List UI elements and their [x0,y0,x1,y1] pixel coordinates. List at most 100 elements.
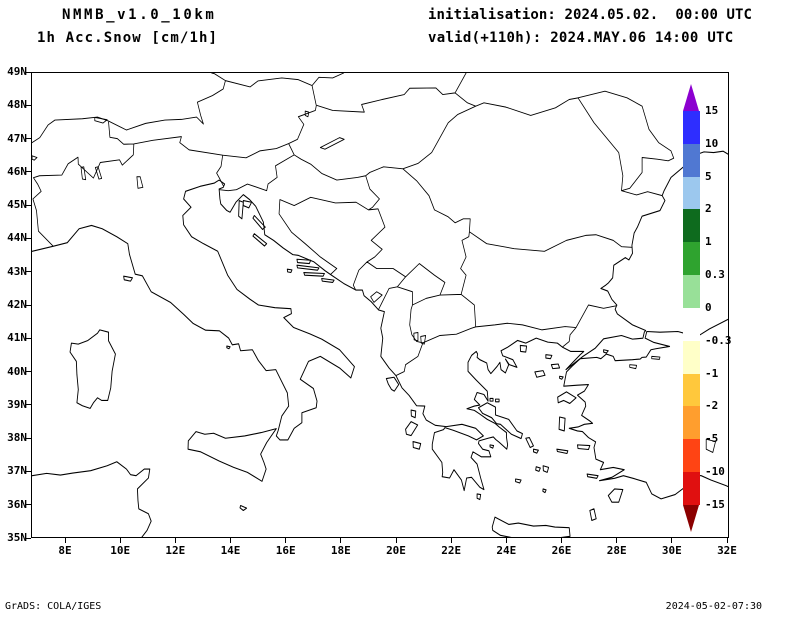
colorbar-segment [683,209,700,243]
lat-tick-label: 39N [7,397,27,411]
colorbar-level-label: 15 [705,104,719,117]
lat-tick-mark [26,171,31,173]
europe-mainland-coastline [32,150,728,492]
lon-tick-label: 20E [386,544,406,557]
coastlines-layer [32,150,728,537]
lat-tick-label: 49N [7,65,27,78]
lat-tick-label: 38N [7,431,27,445]
lon-tick-label: 8E [58,544,72,557]
colorbar-arrow-down [683,504,699,532]
lon-tick-label: 32E [717,544,737,557]
colorbar-level-label: 2 [705,202,712,216]
lon-tick-mark [505,538,507,543]
colorbar-level-label: -5 [705,432,719,446]
lon-tick-mark [616,538,618,543]
lon-tick-label: 22E [441,544,462,557]
map-frame [31,72,729,538]
lon-tick-mark [230,538,231,543]
lat-tick-label: 46N [7,164,27,178]
lat-tick-mark [26,404,31,406]
lon-tick-label: 26E [551,544,572,557]
colorbar-segment [683,143,700,177]
lon-tick-label: 14E [220,544,241,557]
lat-tick-label: 40N [7,364,27,378]
lat-tick-label: 45N [7,198,27,212]
colorbar-level-label: -15 [705,497,725,511]
islands-coastlines [69,200,624,537]
lat-tick-mark [26,104,31,106]
initialisation-time: initialisation: 2024.05.02. 00:00 UTC [428,7,753,23]
colorbar-level-label: -10 [705,465,725,479]
lon-tick-mark [285,538,287,543]
lat-tick-mark [26,304,31,306]
lat-tick-mark [26,437,31,439]
lon-tick-label: 30E [661,544,682,557]
lon-tick-mark [726,538,728,543]
lat-tick-mark [26,537,31,539]
colorbar-segment [683,472,700,505]
lon-tick-mark [395,538,397,543]
lat-tick-mark [26,337,31,339]
lat-tick-mark [26,271,31,273]
map-svg [32,73,728,537]
lat-tick-label: 44N [7,231,27,245]
colorbar [683,84,700,532]
lon-tick-mark [561,538,562,543]
lon-tick-mark [340,538,342,543]
lat-tick-mark [26,138,31,140]
model-title: NMMB_v1.0_10km [62,7,217,23]
lon-tick-mark [671,538,673,543]
lat-tick-label: 41N [7,331,27,345]
lat-tick-label: 37N [7,464,27,478]
grads-signature: GrADS: COLA/IGES [5,601,102,612]
lat-tick-mark [26,504,31,506]
colorbar-segment [683,275,700,308]
lakes [32,110,716,453]
colorbar-segment [683,242,700,276]
lon-tick-mark [119,538,121,543]
lat-tick-mark [26,470,31,472]
lat-tick-mark [26,237,31,239]
valid-time: valid(+110h): 2024.MAY.06 14:00 UTC [428,30,734,46]
lon-tick-mark [64,538,66,543]
colorbar-segment [683,340,700,374]
colorbar-level-label: -1 [705,366,719,380]
colorbar-segment [683,176,700,210]
lon-tick-label: 24E [496,544,517,557]
country-borders [32,73,675,377]
colorbar-level-label: 10 [705,136,719,150]
lat-tick-mark [26,371,31,373]
variable-title: 1h Acc.Snow [cm/1h] [37,30,219,46]
colorbar-level-label: 0.3 [705,268,725,282]
lat-tick-label: 42N [7,298,27,311]
lat-tick-label: 43N [7,264,27,278]
lon-tick-mark [450,538,452,543]
africa-coastline [32,461,152,537]
colorbar-level-label: -2 [705,399,719,413]
lat-tick-label: 47N [7,131,27,145]
colorbar-segment [683,406,700,440]
lat-tick-label: 36N [7,497,27,511]
lon-tick-label: 16E [275,544,296,557]
colorbar-segment [683,111,700,144]
colorbar-level-label: 5 [705,169,712,183]
lat-tick-label: 48N [7,98,27,112]
lat-tick-mark [26,204,31,206]
colorbar-level-label: 1 [705,235,712,249]
creation-timestamp: 2024-05-02-07:30 [665,601,762,612]
colorbar-segment [683,439,700,473]
lon-tick-label: 12E [165,544,186,557]
country-borders-layer [32,73,675,377]
lakes-layer [32,110,716,453]
colorbar-segment [683,307,700,341]
lon-tick-mark [174,538,176,543]
colorbar-arrow-up [683,84,699,111]
lat-tick-mark [26,71,31,73]
colorbar-segment [683,373,700,407]
lon-tick-label: 28E [606,544,627,557]
lon-tick-label: 10E [110,544,131,557]
anatolia-coastline [563,318,728,500]
lon-tick-label: 18E [330,544,351,557]
colorbar-level-label: 0 [705,300,712,314]
